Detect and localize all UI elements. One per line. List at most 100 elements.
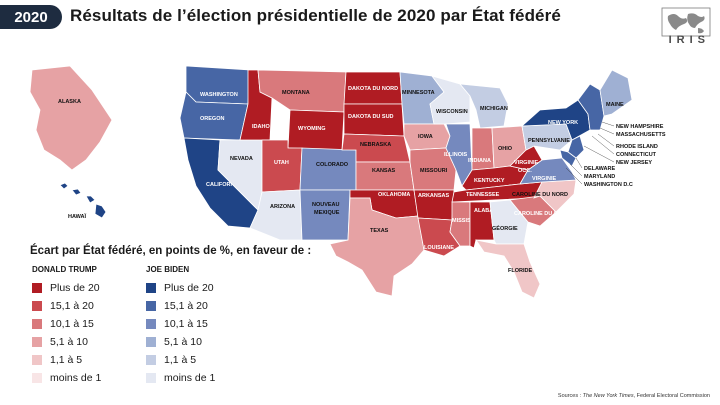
biden-legend-item: 1,1 à 5 (146, 354, 197, 366)
trump-legend-item: moins de 1 (32, 372, 102, 384)
legend-swatch (146, 319, 156, 329)
legend-label: moins de 1 (50, 372, 102, 384)
state-label: NEBRASKA (360, 142, 391, 148)
legend-swatch (146, 301, 156, 311)
state-label: UTAH (274, 160, 289, 166)
legend-swatch (32, 355, 42, 365)
state-kansas (355, 161, 415, 191)
biden-legend-item: 15,1 à 20 (146, 300, 208, 312)
northeast-labels: NEW HAMPSHIRE MASSACHUSETTS RHODE ISLAND… (565, 121, 666, 188)
state-label: GÉORGIE (492, 224, 518, 232)
state-label: CAROLINE DU NORD (512, 192, 568, 198)
state-label: IDAHO (252, 124, 270, 130)
svg-text:DELAWARE: DELAWARE (584, 166, 616, 172)
svg-text:MARYLAND: MARYLAND (584, 174, 615, 180)
trump-legend-item: 10,1 à 15 (32, 318, 94, 330)
legend-swatch (146, 355, 156, 365)
state-label: HAWAÏ (68, 213, 87, 220)
svg-text:RHODE ISLAND: RHODE ISLAND (616, 144, 658, 150)
sources: Sources : The New York Times, Federal El… (557, 393, 710, 399)
state-texas (329, 197, 425, 297)
state-label: INDIANA (468, 158, 491, 164)
state-label: ALASKA (58, 99, 81, 105)
year-badge: 2020 (0, 5, 62, 29)
legend-label: 5,1 à 10 (164, 336, 202, 348)
legend-swatch (32, 373, 42, 383)
state-label: WYOMING (298, 126, 326, 132)
legend-label: 15,1 à 20 (50, 300, 94, 312)
legend-swatch (146, 337, 156, 347)
state-label: KENTUCKY (474, 178, 505, 184)
us-election-map: ALASKA HAWAÏ WASHINGTON OREGON CALIFORNI… (29, 65, 666, 299)
state-label: MONTANA (282, 90, 310, 96)
legend-swatch (32, 319, 42, 329)
svg-text:NEW HAMPSHIRE: NEW HAMPSHIRE (616, 124, 664, 130)
state-maryland (559, 149, 577, 167)
state-label: LOUISIANE (424, 245, 454, 251)
trump-legend-item: 15,1 à 20 (32, 300, 94, 312)
biden-legend-item: Plus de 20 (146, 282, 214, 294)
logo-text: IRIS (668, 34, 710, 46)
biden-legend-item: moins de 1 (146, 372, 216, 384)
state-pennsylvania (521, 123, 573, 151)
trump-legend-item: Plus de 20 (32, 282, 100, 294)
svg-text:MASSACHUSETTS: MASSACHUSETTS (616, 132, 666, 138)
state-south-dakota (343, 103, 405, 137)
state-label: NEVADA (230, 156, 253, 162)
state-west-virginia (509, 145, 543, 171)
state-hawaii (59, 182, 107, 219)
legend-header-trump: DONALD TRUMP (32, 265, 97, 274)
legend-label: Plus de 20 (164, 282, 214, 294)
state-label: WASHINGTON (200, 92, 238, 98)
state-label: MEXIQUE (314, 210, 340, 216)
state-label: OCC. (518, 168, 532, 174)
state-new-england (577, 83, 605, 131)
state-colorado (299, 147, 357, 191)
svg-text:NEW JERSEY: NEW JERSEY (616, 160, 652, 166)
state-utah (261, 139, 303, 193)
legend-label: 10,1 à 15 (164, 318, 208, 330)
state-label: VIRGINIE (532, 176, 556, 182)
trump-legend-item: 1,1 à 5 (32, 354, 83, 366)
state-label: COLORADO (316, 162, 349, 168)
legend-swatch (146, 373, 156, 383)
state-illinois (445, 123, 473, 187)
legend-title: Écart par État fédéré, en points de %, e… (30, 245, 312, 257)
state-label: CAROLINE DU SUD (514, 211, 565, 217)
state-maine (599, 69, 633, 117)
legend-label: 1,1 à 5 (164, 354, 197, 366)
state-label: ILLINOIS (444, 152, 468, 158)
state-label: MICHIGAN (480, 106, 508, 112)
state-label: MAINE (606, 102, 624, 108)
state-label: OKLAHOMA (378, 192, 410, 198)
svg-text:WASHINGTON D.C: WASHINGTON D.C (584, 182, 633, 188)
state-label: MISSISSIPPI (452, 218, 485, 224)
state-label: ARIZONA (270, 204, 295, 210)
state-label: MISSOURI (420, 168, 448, 174)
legend-swatch (32, 283, 42, 293)
state-label: DAKOTA DU NORD (348, 86, 398, 92)
legend-swatch (32, 301, 42, 311)
biden-legend-item: 5,1 à 10 (146, 336, 202, 348)
state-label: DAKOTA DU SUD (348, 114, 394, 120)
state-new-jersey (567, 135, 585, 159)
legend-label: moins de 1 (164, 372, 216, 384)
legend-swatch (32, 337, 42, 347)
legend-label: 5,1 à 10 (50, 336, 88, 348)
state-label: FLORIDE (508, 268, 532, 274)
state-label: CALIFORNIA (206, 182, 240, 188)
state-florida (475, 239, 541, 299)
iris-globe-logo-icon (661, 7, 711, 37)
state-label: VIRGINIE (514, 160, 538, 166)
state-label: KANSAS (372, 168, 396, 174)
state-label: OHIO (498, 146, 513, 152)
legend-label: 1,1 à 5 (50, 354, 83, 366)
state-label: OREGON (200, 116, 224, 122)
state-label: ALABAMA (474, 208, 502, 214)
state-label: IOWA (418, 134, 433, 140)
legend-swatch (146, 283, 156, 293)
trump-legend-item: 5,1 à 10 (32, 336, 88, 348)
legend-label: 10,1 à 15 (50, 318, 94, 330)
state-label: TEXAS (370, 228, 389, 234)
page-title: Résultats de l’élection présidentielle d… (70, 6, 561, 25)
